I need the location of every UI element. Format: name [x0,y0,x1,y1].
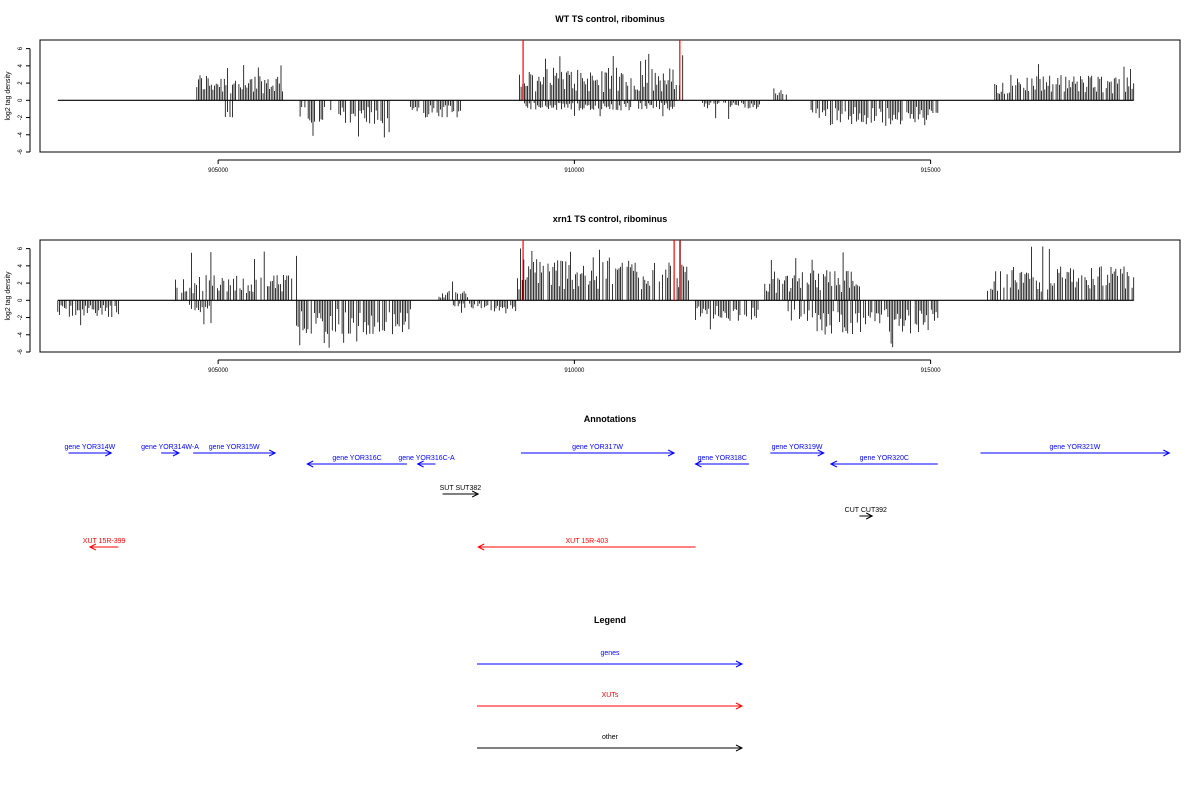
feature-label: gene YOR321W [1049,444,1100,451]
feature-label: gene YOR314W-A [141,444,199,451]
feature-label: gene YOR320C [860,455,909,462]
y-tick-label: -6 [18,149,24,155]
legend-entries: genes XUTs other [477,650,744,752]
wt-coverage-panel: WT TS control, ribominus log2 tag densit… [5,14,1181,174]
legend-label: genes [600,650,620,657]
x-tick-label: 905000 [208,368,229,374]
annotation-features: gene YOR314W gene YOR314W-A gene YOR315W ge… [64,444,1171,551]
feature-arrowhead [416,460,424,468]
y-tick-label: 4 [18,264,24,268]
feature-arrowhead [1163,449,1171,457]
x-tick-label: 910000 [564,368,585,374]
feature-arrowhead [477,543,485,551]
wt-y-axis-label: log2 tag density [5,71,12,121]
y-tick-label: -2 [18,314,24,320]
y-tick-label: 4 [18,64,24,68]
feature-label: gene YOR318C [698,455,747,462]
xrn1-y-axis: 6 4 2 0 -2 -4 -6 [18,246,31,355]
feature-arrowhead [88,543,97,551]
x-tick-label: 910000 [564,168,585,174]
legend-arrowhead [735,744,744,752]
feature-arrowhead [829,460,838,468]
xrn1-y-axis-label: log2 tag density [5,271,12,321]
xrn1-x-axis: 905000 910000 915000 [208,359,942,374]
wt-panel-title: WT TS control, ribominus [555,14,665,24]
feature-arrowhead [268,449,277,457]
wt-plot-frame [39,39,1181,153]
annotation-track: Annotations gene YOR314W gene YOR314W-A ge… [64,414,1171,551]
feature-label: XUT 15R-403 [566,538,609,545]
wt-bars [57,40,1135,138]
legend: Legend genes XUTs other [477,615,744,752]
feature-label: gene YOR317W [572,444,623,451]
legend-label: other [602,734,619,741]
xrn1-bars [57,240,1135,348]
y-tick-label: -4 [18,331,24,337]
legend-title: Legend [594,615,626,625]
y-tick-label: -2 [18,114,24,120]
wt-x-axis: 905000 910000 915000 [208,159,942,174]
feature-label: gene YOR319W [772,444,823,451]
feature-arrowhead [817,449,825,457]
xrn1-plot-frame [39,239,1181,353]
y-tick-label: 2 [18,281,24,285]
legend-arrowhead [735,660,744,668]
feature-arrowhead [172,449,181,457]
y-tick-label: -4 [18,131,24,137]
x-tick-label: 915000 [921,368,942,374]
y-tick-label: 0 [18,98,24,102]
annotations-title: Annotations [584,414,637,424]
feature-label: CUT CUT392 [845,507,887,514]
xrn1-panel-title: xrn1 TS control, ribominus [553,214,668,224]
feature-arrowhead [667,449,676,457]
feature-arrowhead [105,449,113,457]
y-tick-label: 6 [18,46,24,50]
feature-arrowhead [694,460,702,468]
feature-label: gene YOR315W [209,444,260,451]
feature-arrowhead [306,460,314,468]
y-tick-label: 0 [18,298,24,302]
x-tick-label: 915000 [921,168,942,174]
feature-label: gene YOR314W [64,444,115,451]
y-tick-label: 6 [18,246,24,250]
feature-label: XUT 15R-399 [83,538,126,545]
xrn1-coverage-panel: xrn1 TS control, ribominus log2 tag dens… [5,214,1181,374]
legend-label: XUTs [602,692,619,699]
feature-arrowhead [471,490,480,498]
y-tick-label: -6 [18,349,24,355]
feature-label: gene YOR316C-A [398,455,455,462]
x-tick-label: 905000 [208,168,229,174]
feature-arrowhead [865,512,874,520]
legend-arrowhead [735,702,744,710]
wt-y-axis: 6 4 2 0 -2 -4 -6 [18,46,31,155]
y-tick-label: 2 [18,81,24,85]
feature-label: gene YOR316C [332,455,381,462]
feature-label: SUT SUT382 [440,485,482,492]
